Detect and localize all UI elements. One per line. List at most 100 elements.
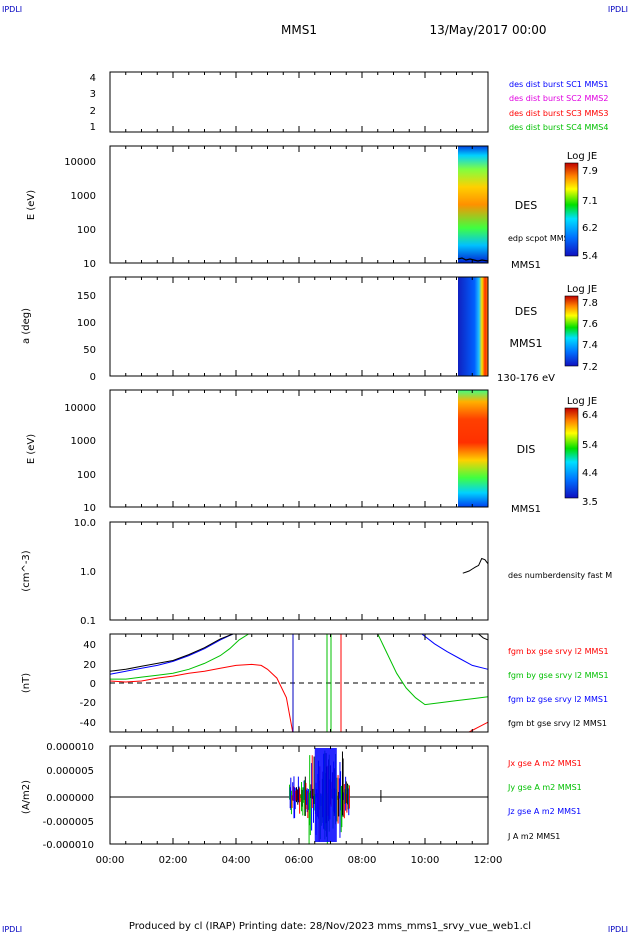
current-activity: [289, 748, 382, 845]
x-tick-label: 00:00: [96, 855, 125, 866]
y-tick-label: 0.1: [80, 616, 96, 627]
current-spike: [314, 748, 337, 842]
legend-entry: fgm by gse srvy l2 MMS1: [508, 671, 609, 680]
y-tick-label: 50: [83, 345, 96, 356]
spectrogram-data: [458, 390, 488, 507]
corner-label-top-left: IPDLI: [2, 5, 22, 14]
y-tick-label: -0.000005: [43, 817, 94, 828]
colorbar: [564, 407, 579, 499]
field-line: [377, 633, 489, 706]
panel-frame: [109, 145, 489, 264]
x-tick-label: 08:00: [348, 855, 377, 866]
y-tick-label: 100: [77, 470, 96, 481]
colorbar-tick: 6.2: [582, 223, 598, 234]
spectrogram-data: [458, 146, 488, 263]
panel-frame: [109, 276, 489, 377]
density-series: [462, 557, 489, 574]
y-tick-label: 0: [90, 372, 96, 383]
y-tick-label: 100: [77, 318, 96, 329]
colorbar-tick: 7.4: [582, 340, 598, 351]
density-line: [462, 557, 489, 574]
panel-fgm: 40 20 0 -20 -40 (nT) fgm bx gse srvy l2 …: [21, 633, 609, 733]
colorbar-tick: 3.5: [582, 497, 598, 508]
legend-entry: Jz gse A m2 MMS1: [507, 807, 581, 816]
figure-title: MMS1: [281, 23, 317, 37]
spectrogram-data: [458, 277, 488, 376]
y-tick-label: 20: [83, 660, 96, 671]
colorbar-tick: 7.8: [582, 298, 598, 309]
y-tick-label: 150: [77, 291, 96, 302]
overlay-label: edp scpot MMS1: [508, 234, 574, 243]
field-line: [109, 633, 234, 672]
y-tick-label: 0.000005: [46, 766, 94, 777]
y-tick-label: 10: [83, 259, 96, 270]
legend-entry: des dist burst SC1 MMS1: [509, 80, 608, 89]
y-tick-label: 10000: [64, 403, 96, 414]
scpot-overlay-line: [457, 257, 489, 262]
y-tick-label: 10: [83, 503, 96, 514]
corner-label-bottom-right: IPDLI: [608, 925, 628, 934]
x-tick-label: 02:00: [159, 855, 188, 866]
field-line: [110, 633, 249, 680]
legend-entry: J A m2 MMS1: [507, 832, 560, 841]
field-line: [109, 633, 234, 675]
y-tick-label: 0.000000: [46, 793, 94, 804]
y-tick-label: 40: [83, 640, 96, 651]
y-tick-label: 100: [77, 225, 96, 236]
legend-entry: fgm bz gse srvy l2 MMS1: [508, 695, 608, 704]
panel-current: 0.000010 0.000005 0.000000 -0.000005 -0.…: [21, 742, 582, 851]
colorbar-tick: 4.4: [582, 468, 598, 479]
corner-label-bottom-left: IPDLI: [2, 925, 22, 934]
y-tick-label: 2: [90, 106, 96, 117]
colorbar-title: Log JE: [567, 151, 597, 162]
colorbar-title: Log JE: [567, 396, 597, 407]
x-tick-label: 10:00: [411, 855, 440, 866]
colorbar: [564, 162, 579, 257]
legend-entry: Jy gse A m2 MMS1: [507, 783, 582, 792]
y-tick-label: 1000: [71, 436, 96, 447]
x-tick-label: 06:00: [285, 855, 314, 866]
y-tick-label: 3: [90, 89, 96, 100]
legend-entry: fgm bx gse srvy l2 MMS1: [508, 647, 609, 656]
panel-frame: [109, 71, 489, 133]
y-tick-label: 0: [90, 679, 96, 690]
panel-density: 10.0 1.0 0.1 (cm^-3) des numberdensity f…: [21, 518, 612, 627]
legend-entry: des dist burst SC4 MMS4: [509, 123, 608, 132]
y-tick-label: -40: [80, 718, 96, 729]
panel-availability: 4 3 2 1 des dist burst SC1 MMS1 des dist…: [90, 71, 608, 133]
y-tick-label: -20: [80, 698, 96, 709]
colorbar-tick: 7.6: [582, 319, 598, 330]
panel-label: DIS: [517, 443, 536, 456]
y-tick-label: 1.0: [80, 567, 96, 578]
panel-label: DES: [515, 199, 537, 212]
panel-bottom-label: MMS1: [511, 260, 541, 271]
legend-entry: fgm bt gse srvy l2 MMS1: [508, 719, 607, 728]
y-axis-label: E (eV): [26, 434, 37, 464]
colorbar: [564, 295, 579, 367]
y-tick-label: 1000: [71, 191, 96, 202]
y-tick-label: -0.000010: [43, 840, 94, 851]
figure-date: 13/May/2017 00:00: [429, 23, 546, 37]
panel-dis-energy: 10000 1000 100 10 E (eV) DIS MMS1 Log JE…: [26, 389, 598, 515]
panel-frame: [109, 389, 489, 508]
x-tick-label: 12:00: [474, 855, 503, 866]
corner-label-top-right: IPDLI: [608, 5, 628, 14]
legend-entry: Jx gse A m2 MMS1: [507, 759, 582, 768]
y-tick-label: 4: [90, 73, 96, 84]
y-axis-label: (nT): [21, 673, 32, 693]
y-axis-label: (A/m2): [21, 780, 32, 814]
panel-bottom-label: 130-176 eV: [497, 373, 555, 384]
colorbar-tick: 6.4: [582, 410, 598, 421]
footer-credit: Produced by cl (IRAP) Printing date: 28/…: [129, 921, 531, 932]
y-axis-label: E (eV): [26, 190, 37, 220]
colorbar-title: Log JE: [567, 284, 597, 295]
y-axis-label: a (deg): [21, 308, 32, 344]
y-tick-label: 1: [90, 122, 96, 133]
tick-marks: [109, 72, 489, 844]
y-tick-label: 10.0: [74, 518, 96, 529]
panel-des-energy: 10000 1000 100 10 E (eV) DES edp scpot M…: [26, 145, 598, 271]
legend-entry: des dist burst SC2 MMS2: [509, 94, 608, 103]
panel-bottom-label: MMS1: [511, 504, 541, 515]
panel-des-pitch: 150 100 50 0 a (deg) DES MMS1 130-176 eV…: [21, 276, 598, 384]
